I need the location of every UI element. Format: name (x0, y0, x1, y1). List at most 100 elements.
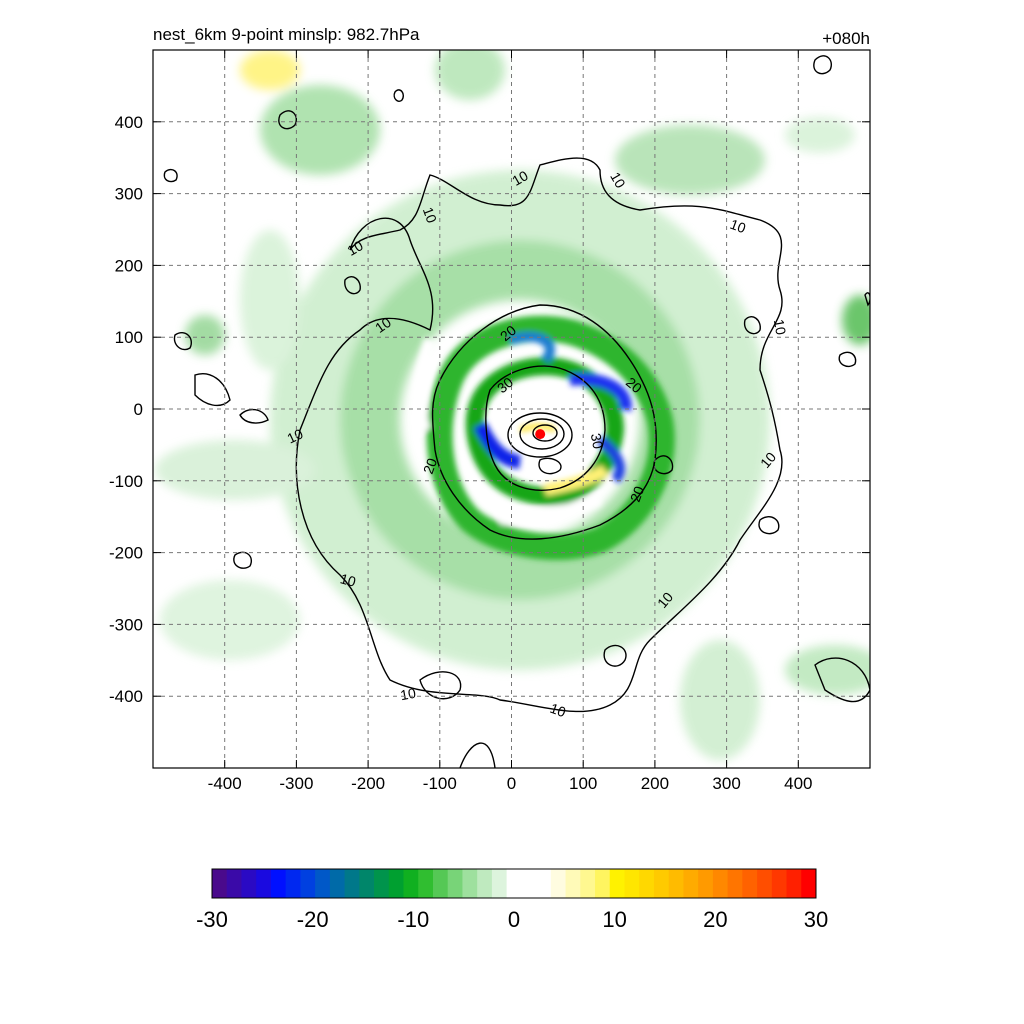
colorbar-swatch (595, 869, 611, 898)
colorbar-tick-label: 0 (508, 907, 520, 932)
colorbar-tick-label: 20 (703, 907, 727, 932)
x-tick-label: 100 (569, 774, 597, 793)
svg-text:10: 10 (420, 205, 440, 225)
colorbar-swatch (624, 869, 640, 898)
colorbar-swatch (403, 869, 419, 898)
colorbar-swatch (418, 869, 434, 898)
contour-label: 20 (627, 484, 647, 504)
colorbar-swatch (712, 869, 729, 898)
colorbar-swatch (668, 869, 684, 898)
svg-text:10: 10 (399, 685, 417, 703)
x-tick-label: -100 (423, 774, 457, 793)
colorbar-swatch (359, 869, 375, 898)
svg-text:10: 10 (607, 169, 629, 191)
contour-label: 20 (623, 374, 645, 396)
y-tick-label: 100 (115, 328, 143, 347)
contour-label: 10 (338, 570, 357, 590)
contour-label: 10 (757, 449, 779, 471)
svg-text:20: 20 (420, 456, 440, 476)
contour-label: 10 (607, 169, 629, 191)
svg-text:10: 10 (285, 425, 306, 446)
colorbar-swatch (786, 869, 802, 898)
colorbar-tick-label: 30 (804, 907, 828, 932)
svg-text:10: 10 (344, 237, 366, 259)
contour-label: 10 (654, 589, 676, 611)
svg-text:10: 10 (509, 167, 531, 189)
colorbar-swatch (521, 869, 537, 898)
colorbar-labels: -30 -20 -10 0 10 20 30 (196, 907, 828, 932)
colorbar-swatch (698, 869, 714, 898)
colorbar-tick-label: -20 (297, 907, 329, 932)
colorbar-swatch (329, 869, 346, 898)
x-tick-label: 400 (784, 774, 812, 793)
colorbar-swatch (300, 869, 316, 898)
contour-label: 10 (771, 318, 789, 336)
contour-label: 30 (494, 374, 516, 396)
x-tick-label: 300 (712, 774, 740, 793)
contour-labels: 10 10 10 10 10 10 10 10 10 10 10 10 10 20 20 20 20 30 30 (285, 167, 790, 720)
contour-label: 10 (372, 314, 394, 336)
colorbar-swatch (536, 869, 552, 898)
colorbar-swatch (388, 869, 405, 898)
y-tick-label: 200 (115, 256, 143, 275)
colorbar-swatch (432, 869, 449, 898)
colorbar-swatch (491, 869, 508, 898)
colorbar-swatch (447, 869, 463, 898)
svg-text:20: 20 (627, 484, 647, 504)
svg-text:30: 30 (588, 432, 606, 450)
x-tick-label: -300 (279, 774, 313, 793)
x-tick-label: 200 (641, 774, 669, 793)
colorbar-swatch (241, 869, 257, 898)
colorbar-swatch (270, 869, 287, 898)
colorbar-swatch (801, 869, 817, 898)
colorbar-swatch (226, 869, 242, 898)
contour-label: 10 (509, 167, 531, 189)
colorbar-swatch (315, 869, 331, 898)
contour-label: 30 (588, 432, 606, 450)
svg-text:10: 10 (771, 318, 789, 336)
chart-title: nest_6km 9-point minslp: 982.7hPa (153, 25, 420, 44)
y-tick-label: -200 (109, 544, 143, 563)
heatmap-field: 10 10 10 10 10 10 10 10 10 10 10 10 10 20 20 20 20 30 30 (153, 50, 870, 768)
colorbar-swatch (683, 869, 699, 898)
contour-label: 20 (497, 322, 519, 344)
colorbar-swatch (771, 869, 788, 898)
colorbar-swatch (550, 869, 567, 898)
contour-label: 10 (399, 685, 417, 703)
colorbar-swatch (727, 869, 743, 898)
forecast-hour: +080h (822, 29, 870, 48)
y-tick-label: 0 (134, 400, 143, 419)
colorbar-swatch (580, 869, 596, 898)
colorbar-swatch (609, 869, 625, 898)
contour-label: 10 (548, 700, 568, 720)
y-tick-label: -100 (109, 472, 143, 491)
colorbar-swatch (344, 869, 360, 898)
colorbar-swatch (212, 869, 228, 898)
colorbar-tick-label: -10 (397, 907, 429, 932)
x-tick-label: -200 (351, 774, 385, 793)
contour-label: 20 (420, 456, 440, 476)
y-tick-label: 300 (115, 185, 143, 204)
colorbar-frame (211, 868, 817, 899)
colorbar-tick-label: 10 (602, 907, 626, 932)
colorbar-swatch (653, 869, 670, 898)
x-tick-label: -400 (208, 774, 242, 793)
storm-center-marker (535, 429, 546, 440)
y-tick-label: -400 (109, 687, 143, 706)
colorbar-swatch (374, 869, 390, 898)
colorbar-swatch (757, 869, 773, 898)
colorbar-tick-label: -30 (196, 907, 228, 932)
colorbar (211, 868, 817, 899)
contour-label: 10 (344, 237, 366, 259)
x-tick-label: 0 (507, 774, 516, 793)
colorbar-swatch (742, 869, 758, 898)
colorbar-swatch (285, 869, 301, 898)
y-tick-label: -300 (109, 615, 143, 634)
x-axis: -400 -300 -200 -100 0 100 200 300 400 (208, 50, 812, 793)
colorbar-swatch (506, 869, 522, 898)
contour-label: 10 (285, 425, 306, 446)
y-axis: 400 300 200 100 0 -100 -200 -300 -400 (109, 113, 870, 706)
contour-label: 10 (420, 205, 440, 225)
contour-label: 10 (728, 216, 748, 236)
